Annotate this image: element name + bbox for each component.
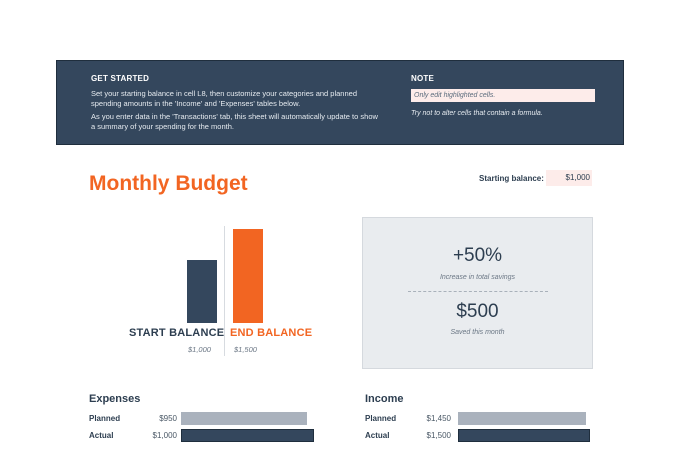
expenses-planned-value: $950: [159, 414, 177, 423]
get-started-section: GET STARTED Set your starting balance in…: [91, 74, 381, 135]
savings-summary-card: +50% Increase in total savings $500 Save…: [362, 217, 593, 369]
end-balance-label: END BALANCE: [230, 327, 313, 339]
saved-caption: Saved this month: [450, 329, 505, 336]
note-highlighted-cell[interactable]: Only edit highlighted cells.: [411, 89, 595, 102]
expenses-title: Expenses: [89, 393, 141, 405]
expenses-actual-label: Actual: [89, 431, 114, 440]
page-title: Monthly Budget: [89, 172, 248, 195]
expenses-actual-value: $1,000: [152, 431, 177, 440]
starting-balance-label: Starting balance:: [479, 174, 544, 183]
income-planned-bar: [458, 412, 586, 425]
chart-divider: [224, 226, 225, 356]
saved-amount: $500: [456, 301, 499, 322]
start-balance-label: START BALANCE: [129, 327, 225, 339]
income-actual-label: Actual: [365, 431, 390, 440]
income-actual-value: $1,500: [426, 431, 451, 440]
get-started-heading: GET STARTED: [91, 74, 150, 83]
income-actual-bar: [458, 429, 590, 442]
get-started-text-1: Set your starting balance in cell L8, th…: [91, 89, 357, 108]
expenses-planned-label: Planned: [89, 414, 121, 423]
note-heading: NOTE: [411, 74, 435, 83]
income-title: Income: [365, 393, 404, 405]
end-balance-value: $1,500: [234, 345, 257, 354]
income-planned-value: $1,450: [426, 414, 451, 423]
note-subtext: Try not to alter cells that contain a fo…: [411, 110, 543, 117]
start-balance-value: $1,000: [188, 345, 211, 354]
savings-percent-caption: Increase in total savings: [439, 274, 516, 281]
summary-divider: [408, 291, 548, 292]
expenses-planned-bar: [181, 412, 307, 425]
instructions-banner: GET STARTED Set your starting balance in…: [56, 60, 624, 145]
end-balance-bar: [233, 229, 263, 323]
note-section: NOTE Only edit highlighted cells. Try no…: [411, 74, 597, 117]
start-balance-bar: [187, 260, 217, 323]
expenses-actual-bar: [181, 429, 314, 442]
income-planned-label: Planned: [365, 414, 397, 423]
get-started-text-2: As you enter data in the 'Transactions' …: [91, 112, 378, 131]
savings-percent: +50%: [452, 245, 503, 266]
starting-balance-input[interactable]: $1,000: [546, 170, 592, 186]
